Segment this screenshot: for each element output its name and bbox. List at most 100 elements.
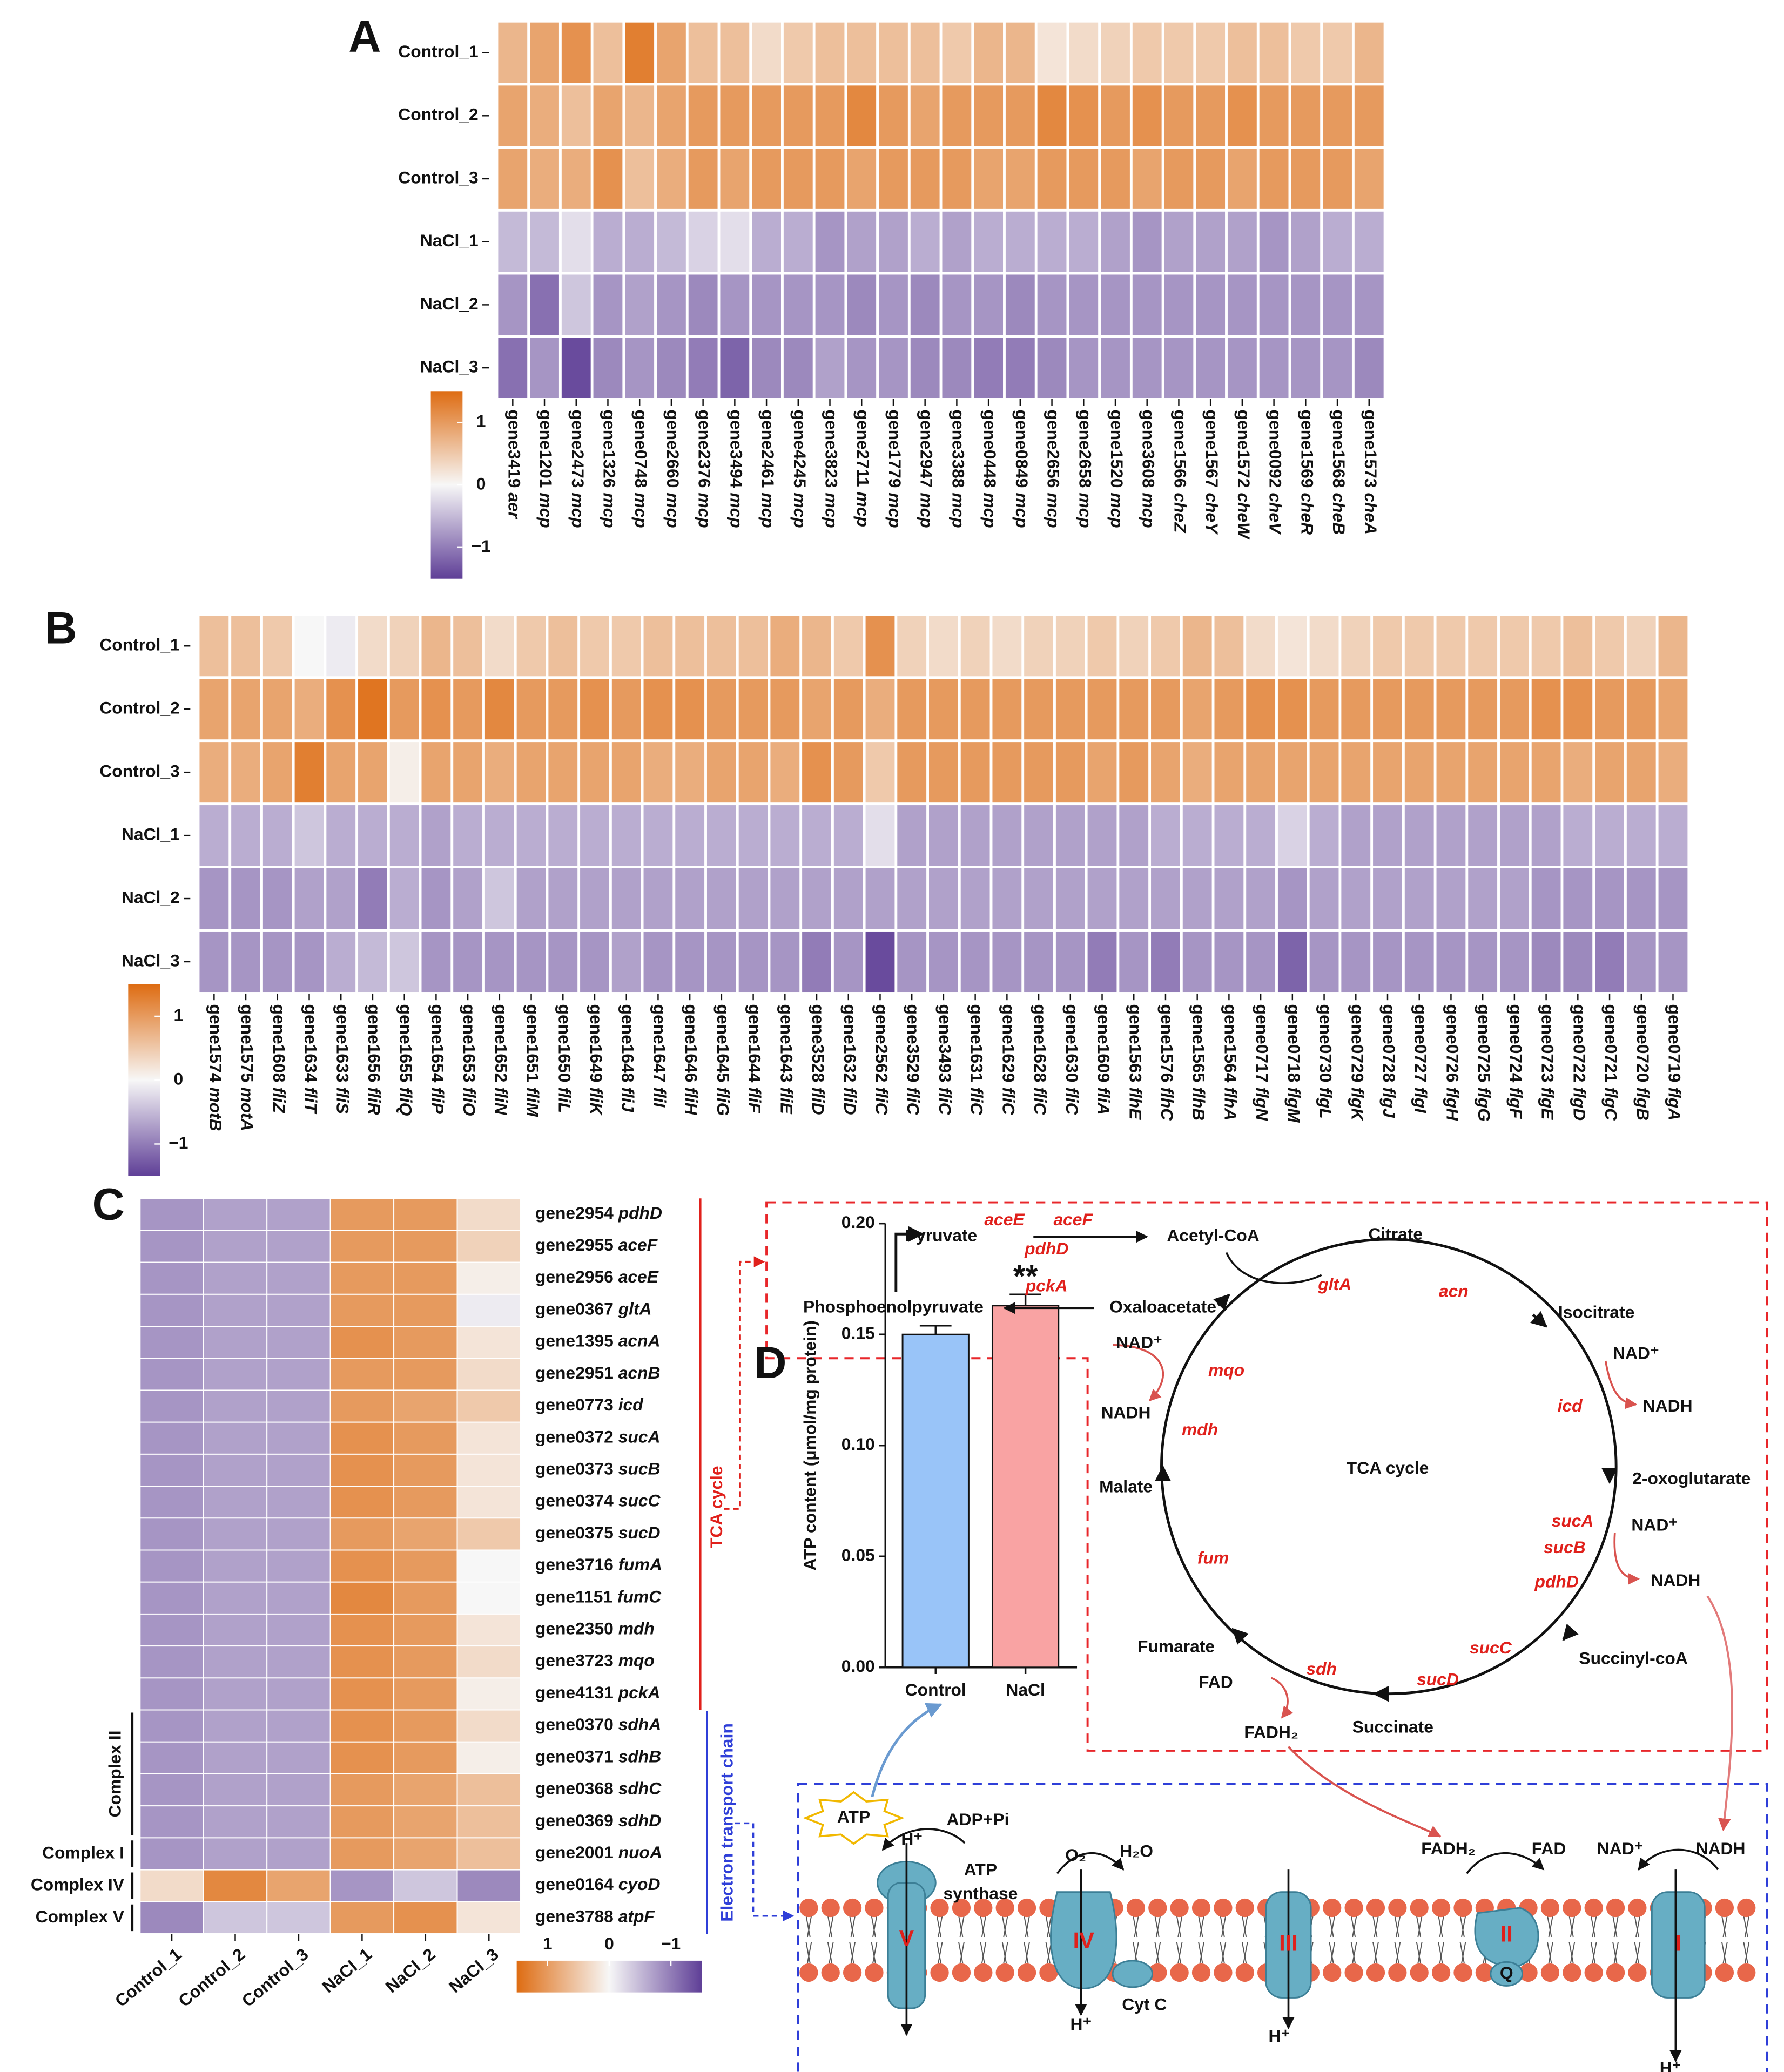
heatmap-cell	[453, 679, 483, 740]
heatmap-cell	[865, 616, 895, 677]
heatmap-cell	[675, 679, 705, 740]
heatmap-cell	[393, 1198, 458, 1231]
lipid-tail	[1416, 1915, 1422, 1938]
heatmap-cell	[643, 805, 673, 866]
lipid-tail	[1395, 1942, 1401, 1963]
diagram-label: pdhD	[1024, 1239, 1068, 1258]
heatmap-cell	[802, 805, 831, 866]
lipid-tail	[1133, 1915, 1138, 1938]
heatmap-cell	[329, 1326, 395, 1359]
heatmap-cell	[516, 868, 546, 929]
heatmap-cell	[203, 1837, 268, 1871]
heatmap-cell	[879, 274, 908, 335]
column-label: gene1566 cheZ	[1170, 410, 1190, 534]
lipid-head	[1323, 1963, 1342, 1982]
heatmap-cell	[833, 742, 863, 803]
lipid-tail	[1635, 1942, 1641, 1963]
column-label: gene1643 fliE	[777, 1004, 796, 1115]
heatmap-cell	[1277, 868, 1307, 929]
heatmap-cell	[643, 616, 673, 677]
heatmap-cell	[393, 1773, 458, 1807]
heatmap-cell	[1132, 149, 1162, 209]
lipid-tail	[1459, 1915, 1465, 1938]
column-label: gene0728 flgJ	[1379, 1004, 1399, 1119]
heatmap-cell	[421, 742, 451, 803]
heatmap-cell	[847, 149, 877, 209]
lipid-tail	[1001, 1915, 1007, 1938]
diagram-label: Fumarate	[1137, 1636, 1215, 1656]
heatmap-cell	[1119, 616, 1149, 677]
heatmap-cell	[262, 931, 292, 993]
lipid-tail	[1154, 1915, 1160, 1938]
heatmap-cell	[389, 931, 419, 993]
heatmap-cell	[815, 211, 845, 272]
diagram-label: gltA	[1317, 1274, 1351, 1294]
diagram-label: H⁺	[1268, 2026, 1290, 2046]
heatmap-cell	[199, 931, 229, 993]
row-label: gene0369 sdhD	[535, 1811, 661, 1830]
lipid-tail	[1721, 1942, 1727, 1963]
row-label: gene0368 sdhC	[535, 1779, 662, 1798]
heatmap-cell	[266, 1837, 331, 1871]
lipid-tail	[1221, 1942, 1227, 1963]
heatmap-cell	[974, 149, 1004, 209]
lipid-tail	[1744, 1942, 1750, 1963]
heatmap-cell	[1277, 679, 1307, 740]
heatmap-cell	[929, 931, 958, 993]
lipid-head	[1235, 1963, 1254, 1982]
heatmap-cell	[1373, 742, 1402, 803]
column-label: gene1644 fliF	[745, 1004, 764, 1114]
heatmap-cell	[1055, 616, 1085, 677]
lipid-tail	[1590, 1942, 1596, 1963]
lipid-tail	[1350, 1942, 1356, 1963]
heatmap-cell	[456, 1805, 521, 1839]
heatmap-cell	[929, 742, 958, 803]
heatmap-cell	[1354, 149, 1384, 209]
arrow	[1638, 1848, 1719, 1871]
heatmap-cell	[1055, 742, 1085, 803]
lipid-head	[974, 1898, 993, 1918]
heatmap-cell	[815, 149, 845, 209]
heatmap-cell	[1196, 211, 1226, 272]
heatmap-cell	[1069, 22, 1099, 83]
heatmap-cell	[738, 931, 768, 993]
heatmap-cell	[1069, 85, 1099, 146]
heatmap-cell	[1182, 742, 1212, 803]
content: A Control_1Control_2Control_3NaCl_1NaCl_2…	[31, 11, 1751, 2072]
heatmap-cell	[1164, 338, 1194, 399]
color-tick-label: −1	[661, 1934, 681, 1953]
lipid-tail	[1613, 1915, 1619, 1938]
heatmap-cell	[1151, 679, 1180, 740]
heatmap-cell	[139, 1613, 204, 1647]
heatmap-cell	[738, 616, 768, 677]
heatmap-cell	[688, 149, 718, 209]
heatmap-cell	[456, 1869, 521, 1902]
heatmap-cell	[1119, 868, 1149, 929]
heatmap-cell	[974, 22, 1004, 83]
heatmap-cell	[1499, 805, 1529, 866]
heatmap-cell	[456, 1901, 521, 1934]
heatmap-cell	[752, 22, 781, 83]
heatmap-cell	[1354, 274, 1384, 335]
heatmap-cell	[329, 1517, 395, 1551]
heatmap-cell	[329, 1358, 395, 1391]
heatmap-cell	[910, 274, 940, 335]
heatmap-cell	[456, 1773, 521, 1807]
diagram-label: Q	[1500, 1963, 1513, 1982]
column-label: gene3528 fliD	[809, 1004, 828, 1115]
heatmap-cell	[1132, 22, 1162, 83]
heatmap-cell	[865, 931, 895, 993]
heatmap-cell	[625, 149, 655, 209]
heatmap-cell	[1151, 868, 1180, 929]
heatmap-cell	[865, 679, 895, 740]
heatmap-cell	[929, 679, 958, 740]
heatmap-cell	[393, 1613, 458, 1647]
column-label: gene0448 mcp	[980, 410, 1000, 528]
lipid-tail	[806, 1915, 812, 1938]
heatmap-cell	[706, 868, 736, 929]
heatmap-cell	[783, 211, 813, 272]
lipid-head	[952, 1963, 971, 1982]
diagram-label: FADH₂	[1421, 1839, 1476, 1858]
heatmap-cell	[847, 274, 877, 335]
heatmap-cell	[960, 679, 990, 740]
